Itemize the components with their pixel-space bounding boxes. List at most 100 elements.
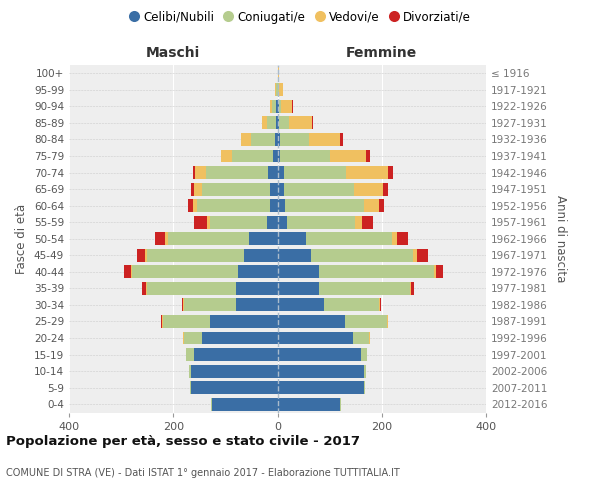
Bar — [410, 282, 412, 295]
Bar — [289, 116, 313, 130]
Bar — [194, 348, 277, 361]
Bar — [166, 232, 168, 245]
Bar — [238, 266, 277, 278]
Bar — [277, 315, 345, 328]
Bar — [275, 133, 277, 146]
Bar — [155, 232, 166, 245]
Bar — [277, 364, 364, 378]
Bar — [392, 232, 397, 245]
Bar — [309, 133, 340, 146]
Bar — [277, 249, 311, 262]
Bar — [236, 282, 277, 295]
Text: Popolazione per età, sesso e stato civile - 2017: Popolazione per età, sesso e stato civil… — [6, 435, 360, 448]
Bar — [182, 332, 184, 344]
Bar — [383, 182, 388, 196]
Bar — [277, 398, 340, 410]
Bar — [277, 232, 306, 245]
Bar — [124, 266, 131, 278]
Bar — [191, 182, 194, 196]
Bar — [147, 249, 244, 262]
Bar — [434, 266, 436, 278]
Bar — [277, 266, 319, 278]
Bar — [379, 199, 385, 212]
Bar — [387, 315, 388, 328]
Bar — [277, 150, 280, 162]
Bar — [325, 298, 379, 312]
Bar — [369, 332, 370, 344]
Bar — [277, 332, 353, 344]
Legend: Celibi/Nubili, Coniugati/e, Vedovi/e, Divorziati/e: Celibi/Nubili, Coniugati/e, Vedovi/e, Di… — [124, 6, 476, 28]
Bar — [287, 216, 355, 228]
Bar — [194, 182, 202, 196]
Bar — [278, 116, 289, 130]
Bar — [277, 282, 319, 295]
Bar — [380, 298, 381, 312]
Bar — [278, 84, 283, 96]
Bar — [277, 381, 364, 394]
Bar — [193, 199, 197, 212]
Bar — [354, 182, 383, 196]
Bar — [232, 150, 274, 162]
Bar — [276, 84, 277, 96]
Bar — [284, 182, 354, 196]
Bar — [311, 249, 413, 262]
Bar — [280, 150, 329, 162]
Bar — [221, 150, 232, 162]
Bar — [277, 84, 278, 96]
Bar — [146, 282, 147, 295]
Y-axis label: Fasce di età: Fasce di età — [16, 204, 28, 274]
Text: COMUNE DI STRA (VE) - Dati ISTAT 1° gennaio 2017 - Elaborazione TUTTITALIA.IT: COMUNE DI STRA (VE) - Dati ISTAT 1° genn… — [6, 468, 400, 477]
Bar — [353, 332, 369, 344]
Bar — [417, 249, 428, 262]
Bar — [168, 232, 249, 245]
Bar — [388, 166, 393, 179]
Bar — [274, 150, 277, 162]
Text: Femmine: Femmine — [346, 46, 418, 60]
Bar — [190, 381, 191, 394]
Bar — [267, 216, 277, 228]
Bar — [137, 249, 145, 262]
Bar — [182, 298, 184, 312]
Bar — [142, 282, 146, 295]
Bar — [193, 166, 195, 179]
Bar — [184, 298, 236, 312]
Bar — [269, 199, 277, 212]
Bar — [284, 166, 346, 179]
Bar — [163, 315, 210, 328]
Bar — [268, 166, 277, 179]
Y-axis label: Anni di nascita: Anni di nascita — [554, 195, 567, 282]
Bar — [277, 182, 284, 196]
Bar — [269, 182, 277, 196]
Bar — [362, 216, 373, 228]
Bar — [292, 100, 293, 113]
Bar — [272, 100, 277, 113]
Bar — [319, 266, 434, 278]
Bar — [244, 249, 277, 262]
Bar — [161, 315, 162, 328]
Bar — [162, 315, 163, 328]
Bar — [249, 232, 277, 245]
Bar — [345, 315, 387, 328]
Bar — [277, 166, 284, 179]
Bar — [436, 266, 443, 278]
Bar — [212, 398, 277, 410]
Bar — [197, 199, 269, 212]
Bar — [277, 116, 278, 130]
Bar — [131, 266, 238, 278]
Text: Maschi: Maschi — [146, 46, 200, 60]
Bar — [236, 298, 277, 312]
Bar — [275, 84, 276, 96]
Bar — [319, 282, 410, 295]
Bar — [202, 182, 269, 196]
Bar — [306, 232, 392, 245]
Bar — [210, 315, 277, 328]
Bar — [191, 364, 277, 378]
Bar — [241, 133, 251, 146]
Bar — [364, 364, 366, 378]
Bar — [277, 100, 278, 113]
Bar — [361, 348, 367, 361]
Bar — [251, 133, 275, 146]
Bar — [277, 133, 280, 146]
Bar — [277, 199, 286, 212]
Bar — [281, 100, 292, 113]
